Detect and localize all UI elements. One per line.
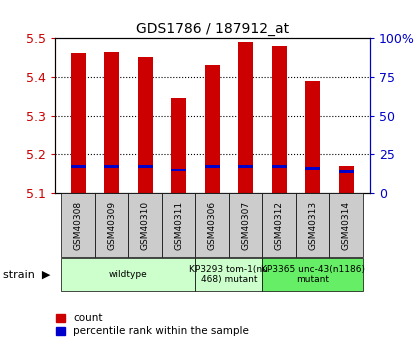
Bar — [104, 51, 119, 193]
Text: GSM40308: GSM40308 — [74, 200, 83, 250]
Bar — [71, 53, 86, 193]
Text: GSM40307: GSM40307 — [241, 200, 250, 250]
FancyBboxPatch shape — [329, 193, 363, 257]
Text: GSM40311: GSM40311 — [174, 200, 183, 250]
Text: GSM40309: GSM40309 — [107, 200, 116, 250]
FancyBboxPatch shape — [129, 193, 162, 257]
FancyBboxPatch shape — [296, 193, 329, 257]
Text: wildtype: wildtype — [109, 270, 148, 279]
Text: GSM40312: GSM40312 — [275, 200, 284, 250]
FancyBboxPatch shape — [229, 193, 262, 257]
Text: GSM40306: GSM40306 — [207, 200, 217, 250]
Bar — [305, 167, 320, 170]
Bar — [339, 170, 354, 173]
Bar — [205, 166, 220, 168]
FancyBboxPatch shape — [195, 258, 262, 291]
Bar — [205, 65, 220, 193]
Bar — [272, 46, 287, 193]
FancyBboxPatch shape — [195, 193, 229, 257]
Text: GSM40313: GSM40313 — [308, 200, 317, 250]
Bar — [137, 166, 152, 168]
Bar — [137, 57, 152, 193]
Bar — [71, 166, 86, 168]
Bar — [238, 42, 253, 193]
FancyBboxPatch shape — [61, 258, 195, 291]
FancyBboxPatch shape — [262, 193, 296, 257]
Bar — [104, 166, 119, 168]
Bar — [305, 81, 320, 193]
Bar — [339, 166, 354, 193]
FancyBboxPatch shape — [262, 258, 363, 291]
Text: strain  ▶: strain ▶ — [3, 269, 50, 279]
Text: KP3293 tom-1(nu
468) mutant: KP3293 tom-1(nu 468) mutant — [189, 265, 268, 284]
Legend: count, percentile rank within the sample: count, percentile rank within the sample — [55, 313, 249, 336]
FancyBboxPatch shape — [95, 193, 129, 257]
Bar — [238, 166, 253, 168]
Bar — [171, 169, 186, 171]
Title: GDS1786 / 187912_at: GDS1786 / 187912_at — [136, 21, 289, 36]
Text: GSM40314: GSM40314 — [341, 200, 351, 250]
Text: GSM40310: GSM40310 — [141, 200, 150, 250]
Bar — [171, 98, 186, 193]
Text: KP3365 unc-43(n1186)
mutant: KP3365 unc-43(n1186) mutant — [261, 265, 365, 284]
FancyBboxPatch shape — [61, 193, 95, 257]
FancyBboxPatch shape — [162, 193, 195, 257]
Bar — [272, 166, 287, 168]
